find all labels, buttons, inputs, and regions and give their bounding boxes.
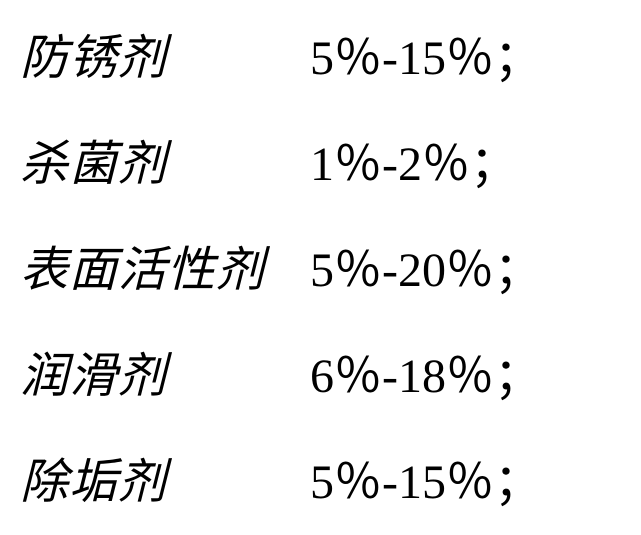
composition-list: 防锈剂 5％-15％； 杀菌剂 1％-2％； 表面活性剂 5％-20％； 润滑剂… [0, 0, 641, 535]
ingredient-label: 表面活性剂 [20, 230, 265, 300]
ingredient-label: 润滑剂 [20, 336, 167, 406]
ingredient-value: 5％-20％； [310, 230, 542, 300]
ingredient-label: 除垢剂 [20, 442, 167, 512]
ingredient-value: 5％-15％； [310, 442, 542, 512]
ingredient-value: 1％-2％； [310, 124, 518, 194]
ingredient-value: 6％-18％； [310, 336, 542, 406]
ingredient-label: 防锈剂 [20, 18, 167, 88]
ingredient-value: 5％-15％； [310, 18, 542, 88]
ingredient-label: 杀菌剂 [20, 124, 167, 194]
